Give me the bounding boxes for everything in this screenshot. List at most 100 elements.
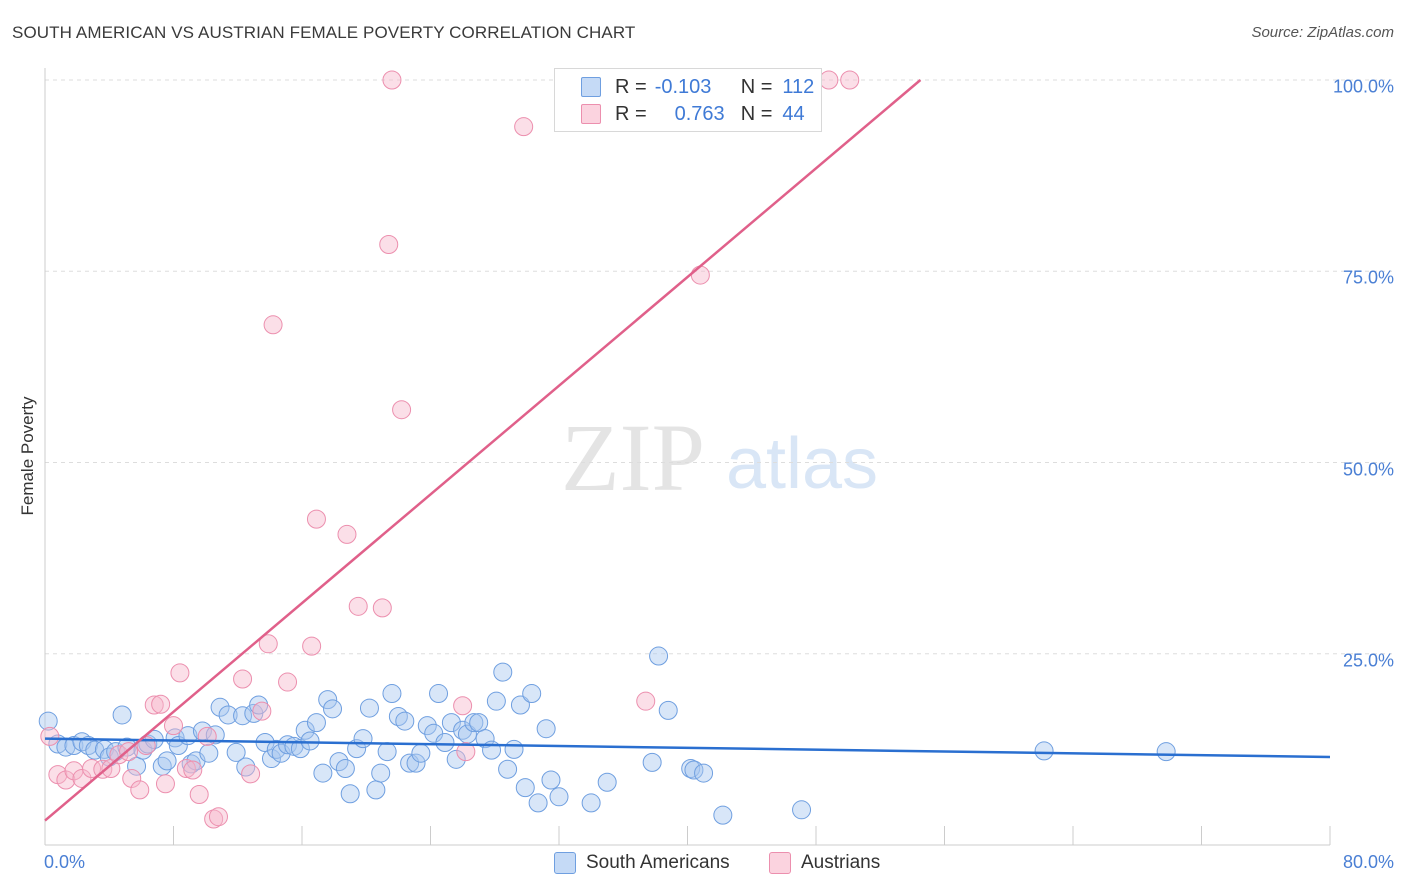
data-point — [144, 695, 164, 715]
data-point — [475, 729, 495, 749]
trend-line-south-americans — [44, 737, 1331, 759]
data-point — [335, 759, 355, 778]
data-point — [127, 756, 147, 776]
data-point — [164, 716, 183, 736]
data-point — [658, 700, 678, 720]
x-tick-min: 0.0% — [44, 852, 86, 872]
data-point — [536, 719, 556, 739]
data-point — [377, 742, 397, 762]
data-point — [261, 749, 281, 769]
data-point — [249, 695, 269, 715]
data-point — [649, 646, 669, 666]
data-point — [183, 760, 203, 780]
data-point — [528, 793, 548, 813]
data-point — [300, 731, 320, 751]
data-point — [690, 265, 710, 285]
data-point — [522, 684, 542, 704]
data-point — [306, 713, 326, 733]
data-point — [170, 663, 190, 683]
data-point — [435, 732, 455, 752]
data-point — [204, 809, 224, 829]
data-point — [453, 696, 473, 716]
austrians-points — [40, 70, 860, 829]
trend-line-austrians — [44, 79, 922, 822]
data-point — [38, 711, 58, 731]
data-point — [258, 634, 278, 654]
data-point — [72, 768, 92, 788]
data-point — [252, 701, 272, 721]
data-point — [366, 780, 386, 800]
data-point — [840, 70, 860, 90]
data-point — [340, 784, 360, 804]
bottom-legend-austrians: Austrians — [769, 852, 880, 874]
legend-r-value: -0.103 — [654, 75, 712, 98]
data-point — [681, 759, 701, 778]
legend-row-south-americans: R = -0.103 N = 112 — [581, 75, 814, 99]
data-point — [392, 400, 412, 420]
data-point — [498, 759, 518, 779]
data-point — [359, 698, 379, 718]
data-point — [176, 759, 196, 778]
legend-n-value: 44 — [782, 102, 805, 125]
data-point — [218, 705, 238, 725]
data-point — [446, 749, 466, 769]
data-point — [40, 726, 60, 746]
data-point — [541, 770, 561, 790]
data-point — [226, 742, 246, 762]
bottom-legend-label: South Americans — [586, 852, 730, 873]
watermark-zip: ZIP — [561, 404, 705, 511]
data-point — [429, 684, 449, 704]
data-point — [233, 706, 253, 726]
data-point — [411, 743, 431, 763]
data-point — [382, 684, 402, 704]
legend-r-value: 0.763 — [674, 102, 725, 125]
data-point — [515, 778, 535, 798]
data-point — [510, 695, 530, 715]
data-point — [318, 690, 338, 710]
data-point — [263, 315, 283, 335]
data-point — [112, 705, 132, 725]
data-point — [306, 509, 326, 529]
data-point — [199, 743, 219, 763]
y-tick-label: 100.0% — [1332, 76, 1394, 97]
data-point — [486, 691, 506, 711]
data-point — [290, 739, 310, 759]
axes — [44, 68, 1331, 846]
data-point — [210, 697, 230, 717]
zipatlas-watermark: ZIP atlas — [561, 404, 878, 511]
data-point — [241, 764, 261, 784]
data-point — [130, 780, 150, 800]
data-point — [151, 694, 171, 714]
chart-title: SOUTH AMERICAN VS AUSTRIAN FEMALE POVERT… — [12, 23, 636, 42]
watermark-atlas: atlas — [726, 424, 878, 504]
data-point — [549, 787, 569, 807]
data-point — [395, 711, 415, 731]
legend-row-austrians: R = 0.763 N = 44 — [581, 102, 805, 126]
data-point — [302, 636, 322, 656]
data-point — [93, 759, 113, 779]
data-point — [819, 70, 839, 90]
trend-lines — [44, 79, 1331, 822]
y-tick-label: 25.0% — [1342, 650, 1394, 671]
data-point — [189, 785, 209, 805]
data-point — [236, 757, 256, 777]
data-point — [417, 716, 437, 736]
data-point — [581, 793, 601, 813]
data-point — [493, 662, 513, 682]
data-point — [122, 768, 142, 788]
data-point — [469, 713, 489, 733]
data-point — [379, 234, 399, 254]
legend-swatch-pink — [581, 104, 601, 124]
data-point — [597, 772, 617, 792]
data-point — [636, 691, 656, 711]
data-point — [205, 725, 225, 745]
data-point — [353, 729, 373, 749]
bottom-legend-south-americans: South Americans — [554, 852, 730, 874]
data-point — [514, 117, 534, 137]
data-point — [371, 763, 391, 783]
data-point — [792, 800, 812, 820]
data-point — [456, 742, 476, 762]
legend-n-label: N = — [740, 102, 773, 125]
data-point — [372, 598, 392, 618]
